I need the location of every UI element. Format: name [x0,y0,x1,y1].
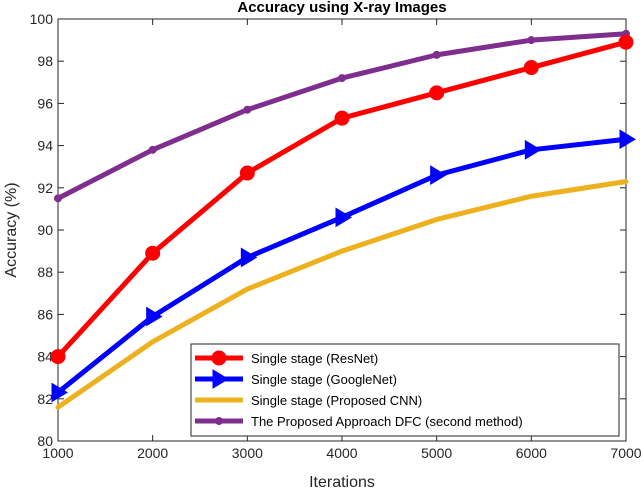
data-point [430,165,447,186]
y-tick-label: 96 [37,95,53,111]
series-1 [51,129,636,403]
y-tick-label: 88 [37,264,53,280]
data-point [524,139,542,160]
x-tick-label: 2000 [137,445,168,461]
x-tick-label: 1000 [42,445,73,461]
series-layer [50,29,636,410]
y-tick-label: 98 [37,53,53,69]
data-point [54,194,62,203]
legend-entry: The Proposed Approach DFC (second method… [195,414,523,429]
data-point [243,105,252,114]
legend-marker [211,350,227,366]
series-line [55,178,629,410]
data-point [618,34,634,50]
legend-label: Single stage (GoogleNet) [251,372,397,387]
y-tick-label: 86 [37,306,53,322]
data-point [338,74,346,83]
data-point [432,50,441,59]
legend-entry: Single stage (GoogleNet) [195,369,397,389]
series-3 [54,29,630,203]
data-point [527,36,536,45]
y-tick-label: 90 [37,222,53,238]
legend-entry: Single stage (Proposed CNN) [195,393,422,408]
data-point [51,382,68,403]
x-tick-label: 7000 [610,445,641,461]
y-tick-label: 82 [37,391,53,407]
data-point [523,60,539,76]
legend-entry: Single stage (ResNet) [195,350,378,366]
legend-marker [212,369,229,389]
data-point [50,349,66,365]
y-tick-label: 94 [37,138,53,154]
data-point [240,247,258,268]
axis-ticks: 1000 2000 3000 4000 5000 6000 7000 80 82 84 86 88 90… [30,11,642,461]
data-point [619,129,636,150]
y-tick-label: 80 [37,433,53,449]
data-point [429,85,445,101]
chart-title: Accuracy using X-ray Images [237,0,446,16]
data-point [334,110,350,126]
y-axis-title: Accuracy (%) [3,182,20,277]
x-tick-label: 4000 [326,445,357,461]
legend-label: Single stage (ResNet) [251,351,378,366]
series-2 [55,178,629,410]
data-point [148,145,157,154]
y-tick-label: 92 [37,180,53,196]
legend-box [190,343,620,437]
x-tick-label: 5000 [421,445,452,461]
legend-marker [215,417,223,425]
data-point [146,306,163,327]
x-axis-title: Iterations [309,474,375,490]
y-tick-label: 100 [30,11,54,27]
data-point [239,165,255,181]
series-0 [50,34,634,365]
x-tick-label: 6000 [516,445,547,461]
legend-label: The Proposed Approach DFC (second method… [251,414,523,429]
x-tick-label: 3000 [232,445,263,461]
y-tick-label: 84 [37,349,53,365]
data-point [145,245,161,261]
data-point [335,207,352,228]
legend-label: Single stage (Proposed CNN) [251,393,422,408]
legend: Single stage (ResNet) Single stage (Googl… [190,343,620,437]
